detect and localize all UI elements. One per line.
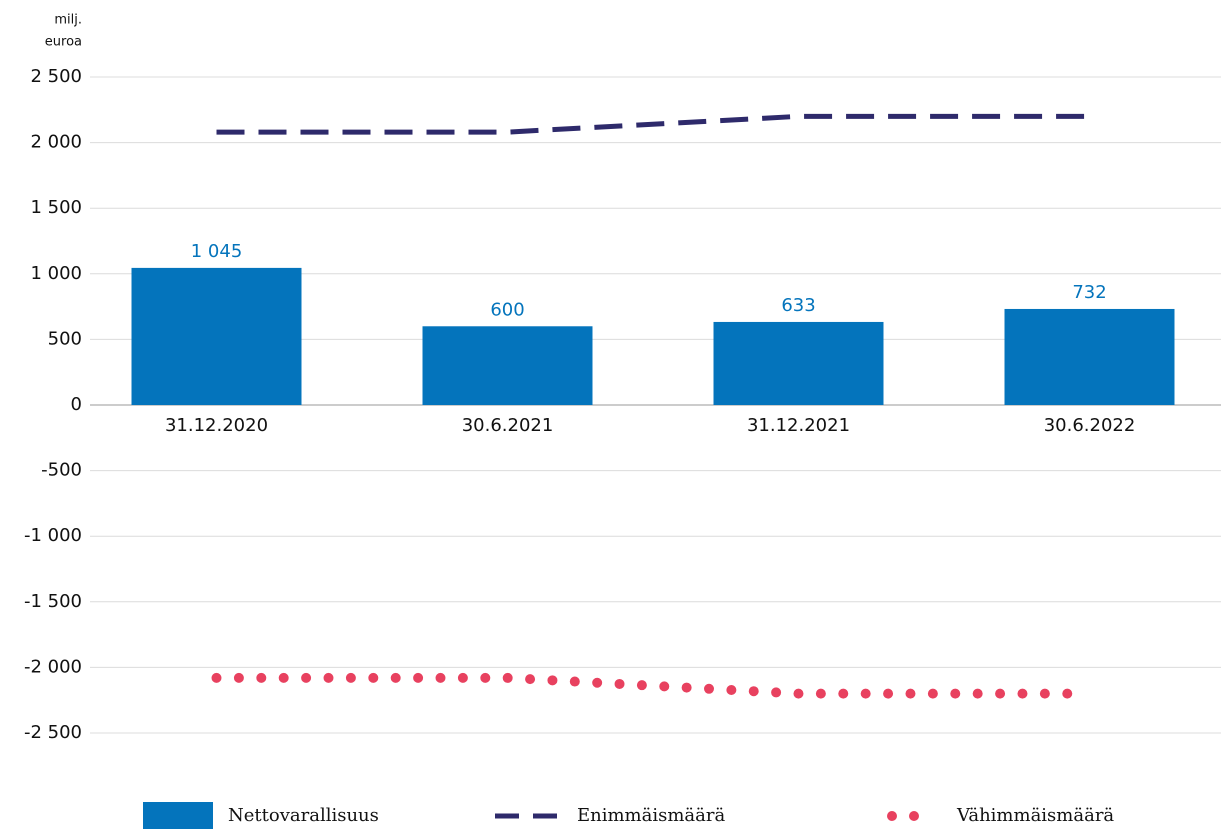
x-tick-label: 30.6.2022	[1044, 415, 1136, 436]
x-tick-label: 31.12.2020	[165, 415, 268, 436]
bar	[713, 321, 884, 405]
y-unit-label: milj.	[54, 13, 82, 28]
line	[211, 672, 1095, 699]
y-tick-label: 1 500	[30, 197, 82, 218]
y-tick-label: -2 000	[24, 656, 82, 677]
legend-label: Enimmäismäärä	[577, 805, 725, 826]
y-tick-label: -2 500	[24, 722, 82, 743]
line	[216, 113, 1090, 135]
value-label: 633	[781, 295, 815, 316]
value-label: 732	[1072, 282, 1106, 303]
y-unit-label: euroa	[45, 35, 82, 50]
x-tick-label: 31.12.2021	[747, 415, 850, 436]
legend-swatch	[143, 802, 213, 829]
y-tick-label: -1 500	[24, 591, 82, 612]
y-tick-label: 500	[48, 328, 82, 349]
y-tick-label: 2 500	[30, 66, 82, 87]
y-tick-label: -500	[41, 460, 82, 481]
y-tick-label: 2 000	[30, 132, 82, 153]
value-label: 600	[490, 299, 524, 320]
bar	[422, 326, 593, 405]
x-tick-label: 30.6.2021	[462, 415, 554, 436]
bar	[1004, 308, 1175, 405]
legend-label: Vähimmäismäärä	[956, 805, 1114, 826]
y-tick-label: 0	[71, 394, 82, 415]
y-tick-label: -1 000	[24, 525, 82, 546]
legend-label: Nettovarallisuus	[228, 805, 379, 826]
value-label: 1 045	[191, 241, 243, 262]
y-tick-label: 1 000	[30, 263, 82, 284]
bar	[131, 267, 302, 405]
